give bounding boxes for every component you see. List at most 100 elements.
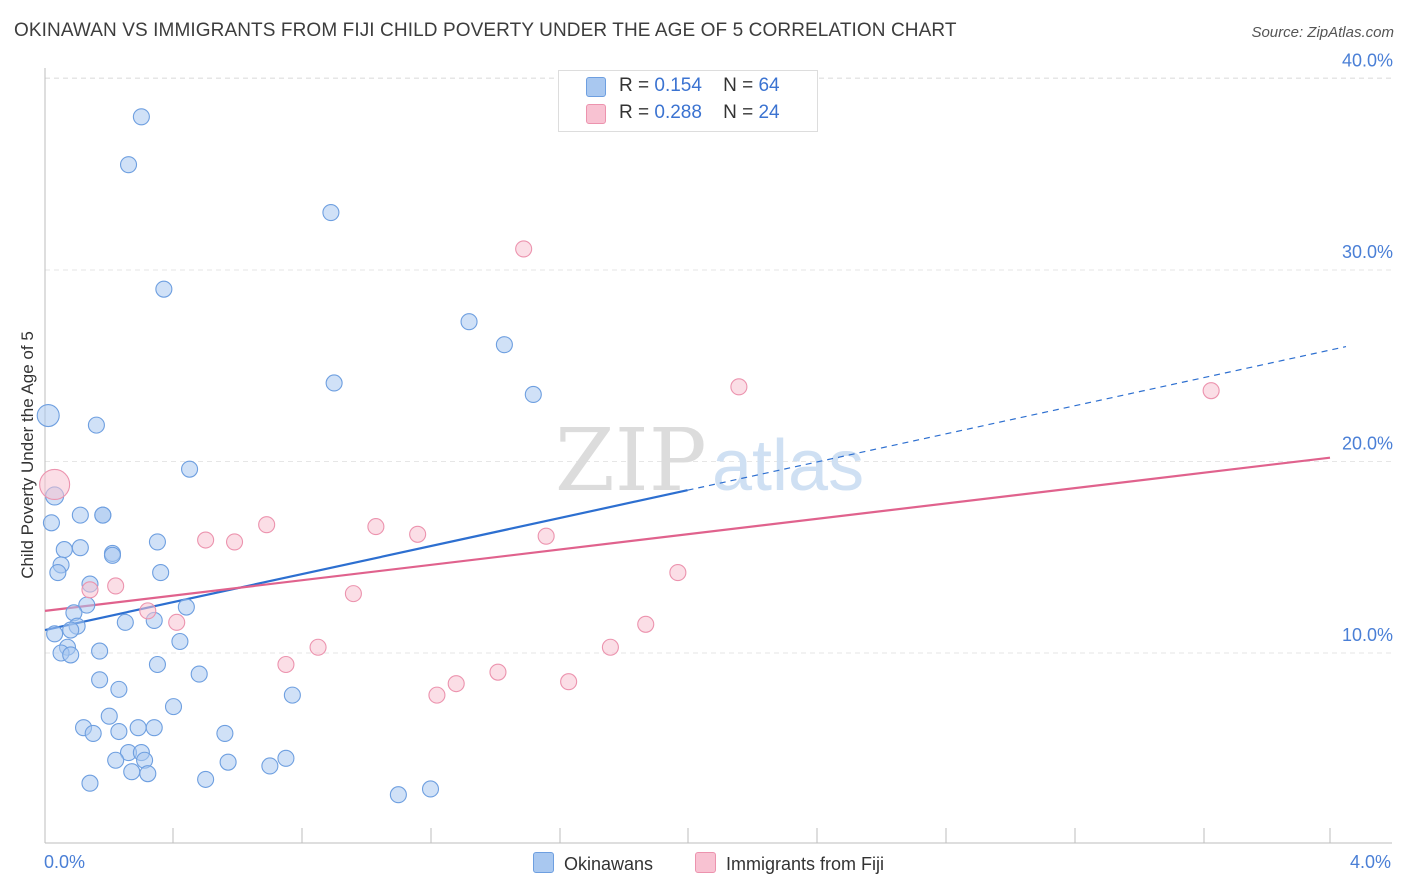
okinawan-point (132, 108, 150, 126)
legend-n-value: 24 (758, 102, 780, 123)
legend-swatch-okinawans (533, 852, 554, 873)
legend-n-label: N = (723, 75, 754, 96)
okinawan-point (91, 642, 109, 660)
okinawan-point (49, 564, 67, 582)
fiji-point (409, 525, 427, 543)
chart-title: OKINAWAN VS IMMIGRANTS FROM FIJI CHILD P… (14, 20, 957, 41)
okinawan-point (152, 564, 170, 582)
correlation-legend: R = 0.154 N = 64 R = 0.288 N = 24 (558, 70, 818, 132)
okinawan-point (55, 541, 73, 559)
okinawan-point (84, 724, 102, 742)
okinawan-point (145, 719, 163, 737)
fiji-point (669, 564, 687, 582)
legend-n-label: N = (723, 102, 754, 123)
okinawan-point (81, 774, 99, 792)
source-label: Source: ZipAtlas.com (1251, 24, 1394, 41)
legend-item-fiji: Immigrants from Fiji (695, 852, 884, 875)
okinawan-point (216, 724, 234, 742)
okinawan-point (197, 770, 215, 788)
grid-lines (45, 77, 1392, 654)
okinawan-point (107, 751, 125, 769)
fiji-point (560, 673, 578, 691)
fiji-point (447, 675, 465, 693)
fiji-point (730, 378, 748, 396)
fiji-point (225, 533, 244, 551)
okinawan-point (100, 707, 118, 725)
okinawan-point (139, 765, 157, 783)
okinawan-point (524, 385, 542, 404)
axes (44, 68, 1392, 844)
okinawan-point (460, 313, 478, 331)
okinawan-point (421, 780, 440, 798)
okinawan-point (190, 665, 208, 683)
okinawan-point (148, 533, 166, 551)
fiji-point (1202, 382, 1220, 400)
okinawan-point (46, 625, 64, 643)
okinawan-point (71, 506, 89, 524)
okinawan-point (177, 598, 195, 616)
legend-swatch-fiji (586, 104, 606, 124)
legend-swatch-fiji (695, 852, 716, 873)
fiji-point (367, 518, 385, 536)
y-tick-label: 10.0% (1342, 625, 1393, 645)
trend-line-fiji (44, 456, 1331, 612)
y-axis-label: Child Poverty Under the Age of 5 (18, 331, 37, 579)
okinawan-point (119, 156, 138, 174)
legend-n-value: 64 (758, 75, 780, 96)
data-points (36, 108, 1220, 804)
okinawan-point (123, 763, 141, 781)
okinawan-point (91, 671, 109, 689)
okinawan-point (148, 655, 166, 674)
legend-r-value: 0.288 (654, 102, 702, 123)
fiji-point (139, 602, 157, 620)
fiji-point (601, 638, 619, 656)
fiji-point (168, 613, 186, 631)
fiji-point (197, 531, 215, 549)
watermark-atlas: atlas (712, 426, 864, 506)
okinawan-point (219, 753, 237, 771)
watermark-zip: ZIP (555, 411, 707, 511)
okinawan-point (129, 719, 147, 737)
legend-r-label: R = (619, 75, 650, 96)
fiji-point (309, 638, 327, 656)
y-tick-label: 20.0% (1342, 434, 1393, 454)
fiji-point (81, 581, 99, 599)
okinawan-point (325, 374, 343, 392)
fiji-point (428, 686, 446, 704)
okinawan-point (110, 722, 128, 741)
okinawan-point (283, 686, 301, 704)
okinawan-point (277, 749, 295, 767)
y-tick-labels: 10.0% 20.0% 30.0% 40.0% (1342, 51, 1393, 646)
okinawan-point (71, 539, 89, 557)
okinawan-point (62, 621, 80, 639)
okinawan-point (261, 757, 279, 775)
fiji-point (344, 585, 362, 603)
y-tick-label: 40.0% (1342, 51, 1393, 71)
okinawan-point (164, 698, 183, 716)
fiji-point (107, 577, 125, 595)
x-tick-label-min: 0.0% (44, 852, 86, 872)
fiji-point (277, 655, 295, 674)
okinawan-point (110, 680, 128, 698)
fiji-point (637, 615, 655, 633)
legend-label-okinawans: Okinawans (564, 854, 654, 874)
okinawan-point (155, 280, 173, 298)
legend-label-fiji: Immigrants from Fiji (726, 854, 885, 874)
legend-r-label: R = (619, 102, 650, 123)
okinawan-point (171, 632, 189, 651)
y-tick-label: 30.0% (1342, 242, 1393, 262)
okinawan-point (42, 514, 60, 532)
fiji-point (39, 468, 71, 501)
fiji-point (489, 663, 507, 681)
okinawan-point (36, 403, 60, 428)
x-tick-label-max: 4.0% (1350, 852, 1392, 872)
legend-item-okinawans: Okinawans (533, 852, 653, 875)
okinawan-point (116, 613, 134, 631)
okinawan-point (495, 336, 513, 354)
legend-swatch-okinawans (586, 77, 606, 97)
fiji-point (258, 516, 276, 534)
okinawan-point (87, 416, 105, 434)
okinawan-point (62, 646, 80, 664)
trend-line-okinawans-extension (687, 346, 1347, 491)
